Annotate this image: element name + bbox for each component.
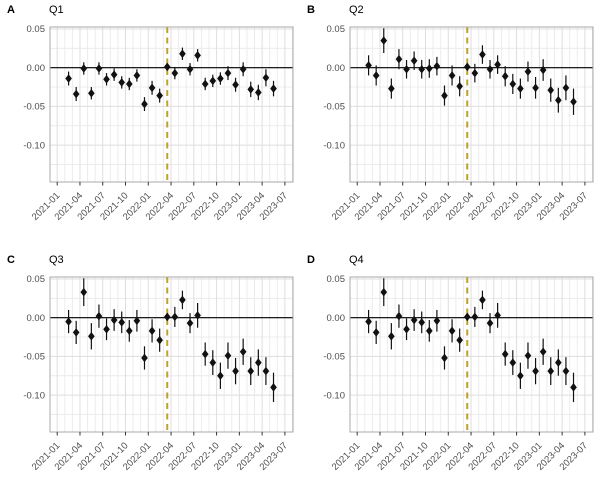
panel-c-title: Q3 (49, 254, 64, 266)
panel-a-tag: A (7, 4, 15, 16)
svg-text:0.00: 0.00 (327, 63, 346, 74)
panel-c-chart: 0.050.00-0.05-0.102021-012021-042021-072… (23, 274, 294, 473)
panel-c-tag: C (7, 254, 15, 266)
panel-d-title: Q4 (349, 254, 364, 266)
svg-text:0.00: 0.00 (27, 63, 46, 74)
panel-c: C Q3 0.05 0.00 -0.05 -0.10 2021-01 2021-04 202… (0, 250, 300, 500)
svg-text:0.05: 0.05 (27, 274, 46, 285)
svg-text:-0.10: -0.10 (323, 140, 345, 151)
svg-text:-0.10: -0.10 (23, 390, 45, 401)
panel-a-chart: 0.050.00-0.05-0.102021-012021-042021-072… (23, 24, 294, 223)
panel-b: B Q2 0.05 0.00 -0.05 -0.10 2021-01 2021-04 202… (300, 0, 600, 250)
panel-d-tag: D (307, 254, 315, 266)
svg-text:0.00: 0.00 (27, 313, 46, 324)
svg-text:-0.10: -0.10 (23, 140, 45, 151)
panel-d: D Q4 0.05 0.00 -0.05 -0.10 2021-01 2021-04 202… (300, 250, 600, 500)
panel-a: A Q1 0.05 0.00 -0.05 -0.10 2021-01 2021-04 202… (0, 0, 300, 250)
svg-text:-0.05: -0.05 (23, 352, 45, 363)
panel-a-title: Q1 (49, 4, 64, 16)
svg-text:-0.05: -0.05 (23, 102, 45, 113)
svg-text:0.00: 0.00 (327, 313, 346, 324)
svg-text:0.05: 0.05 (27, 24, 46, 35)
svg-text:-0.10: -0.10 (323, 390, 345, 401)
panel-b-chart: 0.050.00-0.05-0.102021-012021-042021-072… (323, 24, 594, 223)
panel-b-tag: B (307, 4, 315, 16)
svg-text:0.05: 0.05 (327, 274, 346, 285)
svg-text:-0.05: -0.05 (323, 352, 345, 363)
panel-d-chart: 0.050.00-0.05-0.102021-012021-042021-072… (323, 274, 594, 473)
svg-text:-0.05: -0.05 (323, 102, 345, 113)
svg-text:0.05: 0.05 (327, 24, 346, 35)
panel-b-title: Q2 (349, 4, 364, 16)
